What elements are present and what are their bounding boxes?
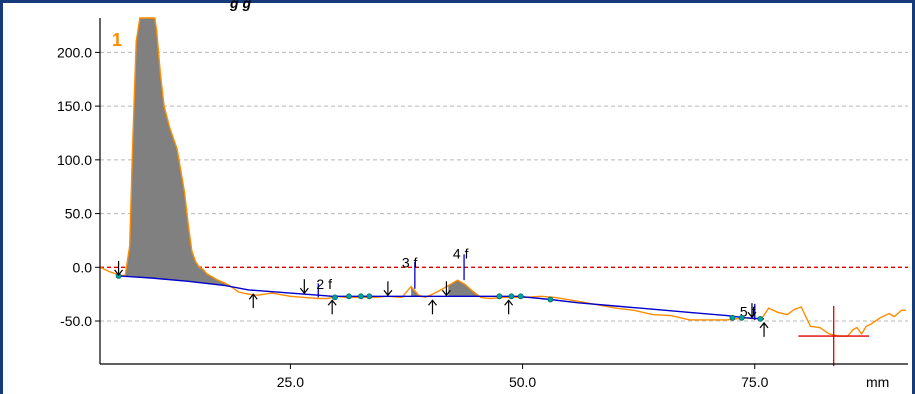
y-tick-label: -50.0 (60, 313, 92, 329)
up-arrow[interactable] (504, 299, 514, 315)
trace-number: 1 (112, 30, 122, 50)
top-border (0, 0, 915, 3)
baseline-trace[interactable] (118, 275, 765, 320)
right-border (912, 0, 915, 394)
baseline-marker[interactable] (496, 293, 503, 300)
peak-label[interactable]: 3 f (402, 254, 418, 270)
up-arrow[interactable] (248, 293, 258, 309)
crosshair-cursor[interactable] (798, 305, 869, 367)
down-arrow[interactable] (114, 260, 124, 276)
baseline-marker[interactable] (729, 314, 736, 321)
y-axis-ticks: 200.0 150.0 100.0 50.0 0.0 -50.0 (57, 44, 100, 329)
baseline-marker[interactable] (508, 293, 515, 300)
plot-area[interactable] (100, 18, 908, 364)
x-tick-label: 50.0 (509, 374, 536, 390)
baseline-marker[interactable] (332, 294, 338, 301)
baseline-marker[interactable] (346, 293, 352, 300)
up-arrow[interactable] (759, 321, 769, 337)
down-arrow[interactable] (299, 279, 309, 295)
integration-arrows (114, 260, 769, 337)
y-tick-label: 150.0 (57, 98, 92, 114)
baseline-marker[interactable] (757, 315, 764, 322)
peak-label[interactable]: 2 f (316, 276, 332, 292)
baseline-marker[interactable] (366, 293, 373, 300)
y-tick-label: 50.0 (65, 206, 92, 222)
down-arrow[interactable] (441, 281, 451, 297)
up-arrow[interactable] (428, 299, 437, 315)
peak-label[interactable]: 4 f (453, 246, 469, 262)
peak-marks: 2 f3 f4 f5 f (316, 246, 756, 320)
y-tick-label: 0.0 (73, 259, 93, 275)
baseline-marker[interactable] (358, 293, 364, 300)
baseline-marker[interactable] (517, 293, 524, 300)
down-arrow[interactable] (383, 281, 393, 297)
up-arrow[interactable] (327, 299, 337, 315)
y-tick-label: 200.0 (57, 44, 92, 60)
left-border (0, 0, 3, 394)
y-tick-label: 100.0 (57, 152, 92, 168)
grid-lines (100, 51, 908, 322)
x-tick-label: 75.0 (741, 374, 768, 390)
x-axis-unit-label: mm (866, 374, 889, 390)
baseline-markers (115, 272, 764, 322)
baseline-marker[interactable] (738, 314, 745, 321)
baseline-marker[interactable] (547, 296, 554, 303)
x-axis-ticks: 25.0 50.0 75.0 (277, 364, 769, 390)
down-arrow[interactable] (747, 303, 757, 319)
x-tick-label: 25.0 (277, 374, 304, 390)
window-title-fragment: g g (229, 0, 251, 11)
